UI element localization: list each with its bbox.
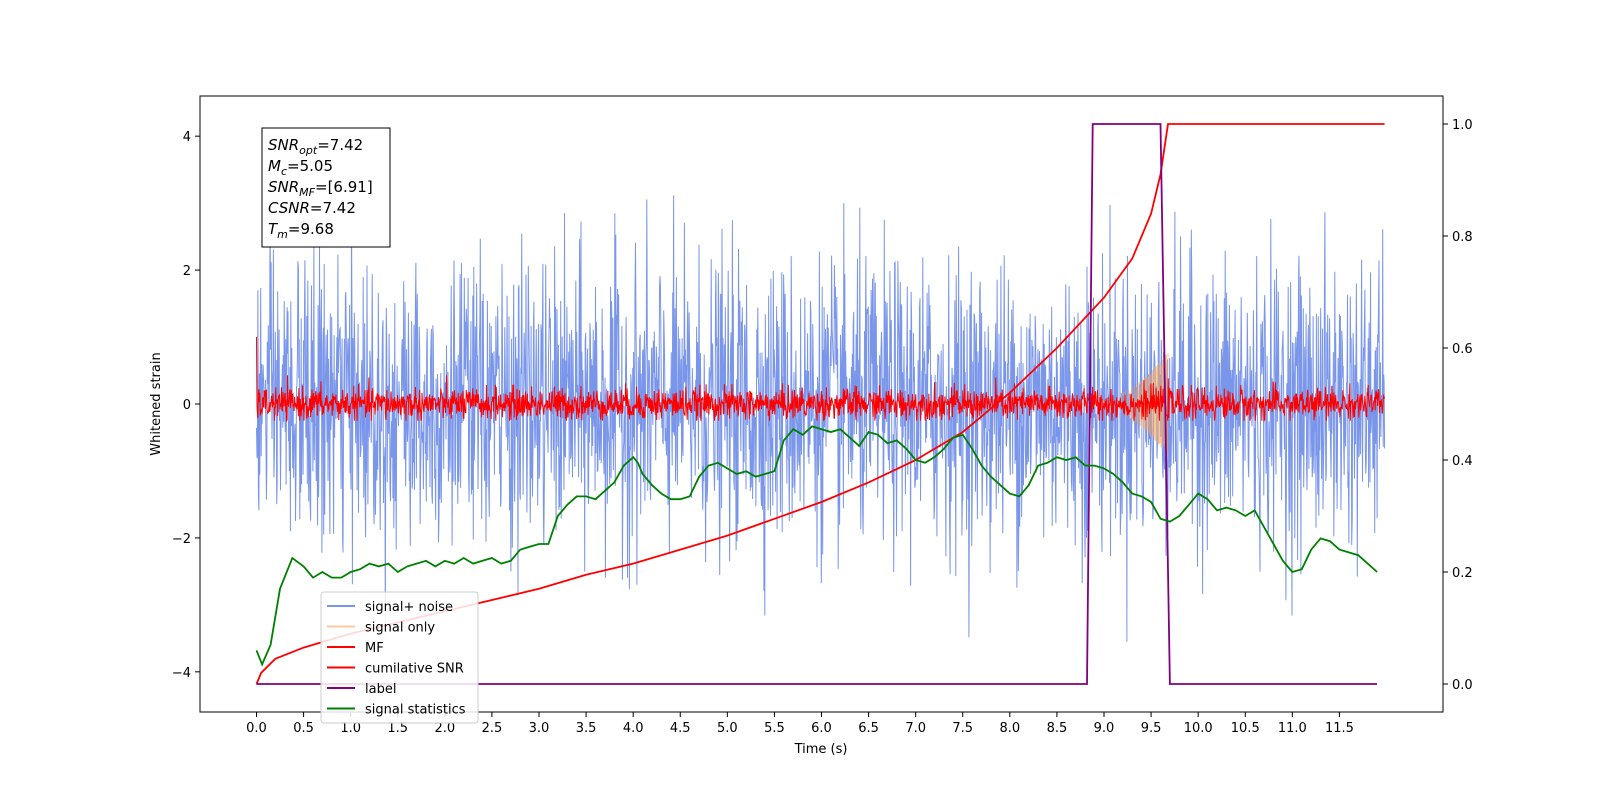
legend: signal+ noise signal only MF cumilative SNR…	[320, 591, 479, 724]
y2-tick-label: 0.2	[1452, 566, 1473, 581]
x-tick-label: 9.5	[1141, 721, 1162, 736]
legend-label: signal+ noise	[365, 600, 453, 615]
x-tick-label: 8.5	[1047, 721, 1068, 736]
series-mf	[256, 336, 1386, 423]
y-tick-label: 2	[183, 264, 191, 279]
x-tick-label: 3.0	[529, 721, 550, 736]
y2-tick-label: 0.8	[1452, 230, 1473, 245]
x-axis-label: Time (s)	[794, 742, 848, 757]
y2-tick-label: 1.0	[1452, 118, 1473, 133]
info-box-frame	[261, 127, 391, 248]
info-line: Tm=9.68	[268, 220, 334, 241]
x-tick-label: 10.5	[1231, 721, 1260, 736]
x-tick-label: 6.5	[858, 721, 879, 736]
y-tick-label: 0	[183, 398, 191, 413]
info-line: Mc=5.05	[268, 157, 333, 178]
x-axis: 0.0 0.5 1.0 1.5 2.0 2.5 3.0 3.5 4.0 4.5 5.0 5.5 6.0 6…	[246, 712, 1354, 736]
y-axis-label: Whitened strain	[149, 352, 164, 455]
y-tick-label: −2	[172, 532, 191, 547]
x-tick-label: 2.0	[434, 721, 455, 736]
x-tick-label: 0.5	[293, 721, 314, 736]
info-line: CSNR=7.42	[268, 199, 356, 217]
info-line: SNRMF=[6.91]	[268, 178, 373, 199]
series-label	[256, 123, 1378, 685]
legend-label: cumilative SNR	[365, 662, 464, 677]
legend-label: signal statistics	[365, 703, 466, 718]
x-tick-label: 1.5	[387, 721, 408, 736]
y2-tick-label: 0.0	[1452, 678, 1473, 693]
x-tick-label: 7.0	[905, 721, 926, 736]
x-tick-label: 7.5	[952, 721, 973, 736]
x-tick-label: 3.5	[576, 721, 597, 736]
x-tick-label: 5.0	[717, 721, 738, 736]
x-tick-label: 4.0	[623, 721, 644, 736]
x-tick-label: 2.5	[482, 721, 503, 736]
x-tick-label: 8.0	[999, 721, 1020, 736]
legend-label: signal only	[365, 621, 435, 636]
x-tick-label: 4.5	[670, 721, 691, 736]
info-line: SNRopt=7.42	[268, 136, 363, 157]
y2-tick-label: 0.4	[1452, 454, 1473, 469]
x-tick-label: 9.0	[1094, 721, 1115, 736]
legend-label: label	[365, 682, 396, 697]
series-signal-statistics	[255, 425, 1378, 667]
y-tick-label: 4	[183, 130, 191, 145]
legend-frame	[320, 591, 479, 724]
legend-label: MF	[365, 641, 384, 656]
y-axis-left: −4 −2 0 2 4	[172, 130, 200, 681]
y-tick-label: −4	[172, 666, 191, 681]
x-tick-label: 11.0	[1278, 721, 1307, 736]
y2-tick-label: 0.6	[1452, 342, 1473, 357]
x-tick-label: 10.0	[1184, 721, 1213, 736]
x-tick-label: 6.0	[811, 721, 832, 736]
x-tick-label: 1.0	[340, 721, 361, 736]
y-axis-right: 0.0 0.2 0.4 0.6 0.8 1.0	[1443, 118, 1473, 693]
x-tick-label: 11.5	[1325, 721, 1354, 736]
x-tick-label: 0.0	[246, 721, 267, 736]
x-tick-label: 5.5	[764, 721, 785, 736]
